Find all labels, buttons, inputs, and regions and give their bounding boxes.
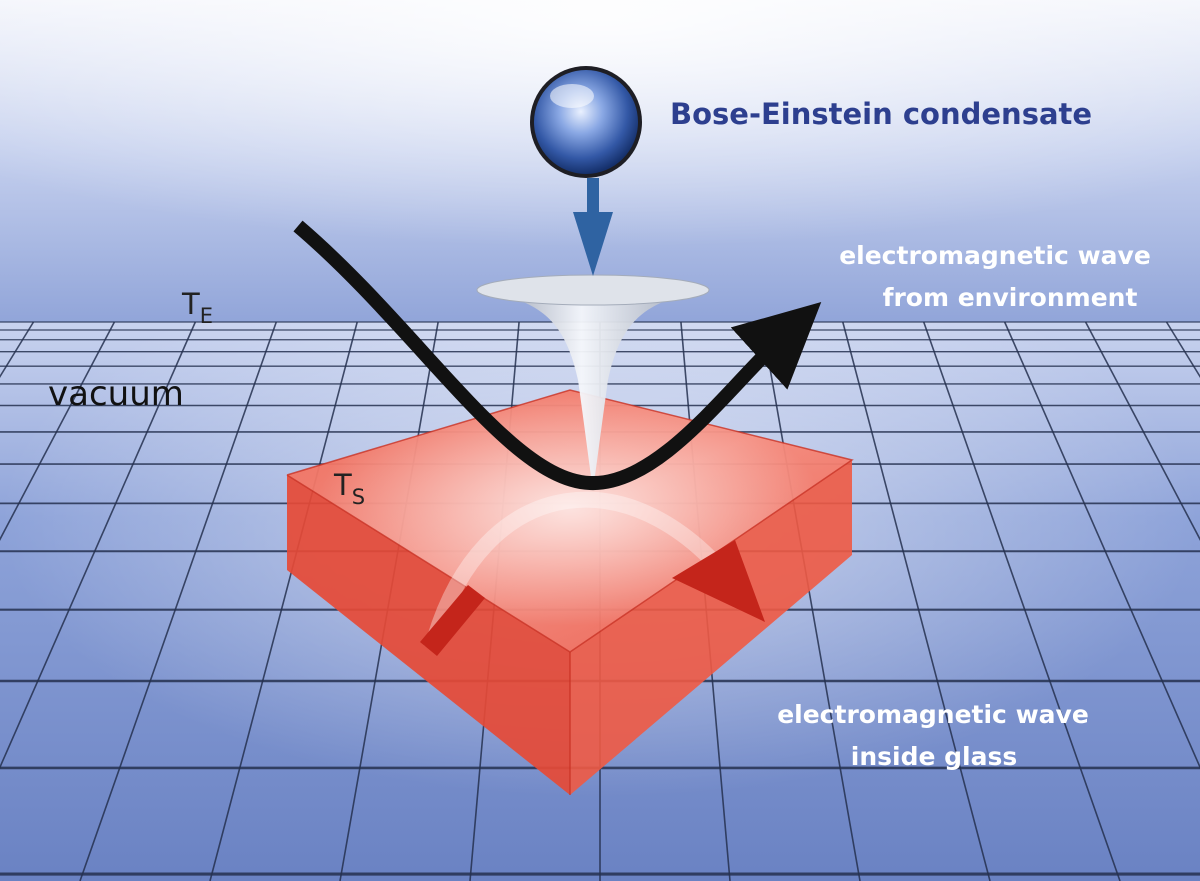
curved-arrow-icon xyxy=(293,220,822,491)
glass-slab xyxy=(286,389,854,795)
surface-temperature-label: TS xyxy=(333,468,365,509)
sphere-icon xyxy=(530,66,642,178)
vacuum-label: vacuum xyxy=(48,374,184,414)
grid-line xyxy=(0,321,116,541)
env-temperature-label: TE xyxy=(181,287,213,328)
env-wave-label-line1: electromagnetic wave xyxy=(839,241,1151,270)
internal-wave-head xyxy=(672,540,765,622)
grid-line xyxy=(1003,321,1200,770)
grid-line xyxy=(209,321,358,881)
glass-wave-label-line2: inside glass xyxy=(851,742,1017,771)
arrow-down-icon xyxy=(573,178,613,276)
grid-line xyxy=(922,321,1121,881)
grid-line xyxy=(1084,321,1200,541)
internal-wave-arc xyxy=(424,491,752,651)
grid-line xyxy=(842,321,991,881)
glass-right-face xyxy=(570,460,852,795)
glass-top-glow xyxy=(287,390,852,652)
env-wave-label-line2: from environment xyxy=(883,283,1138,312)
grid-line xyxy=(0,321,197,770)
internal-wave-tail xyxy=(420,585,485,656)
glass-wave-label-line1: electromagnetic wave xyxy=(777,700,1089,729)
grid-line xyxy=(79,321,278,881)
condensate-label: Bose-Einstein condensate xyxy=(670,97,1092,131)
grid-line xyxy=(761,321,861,881)
